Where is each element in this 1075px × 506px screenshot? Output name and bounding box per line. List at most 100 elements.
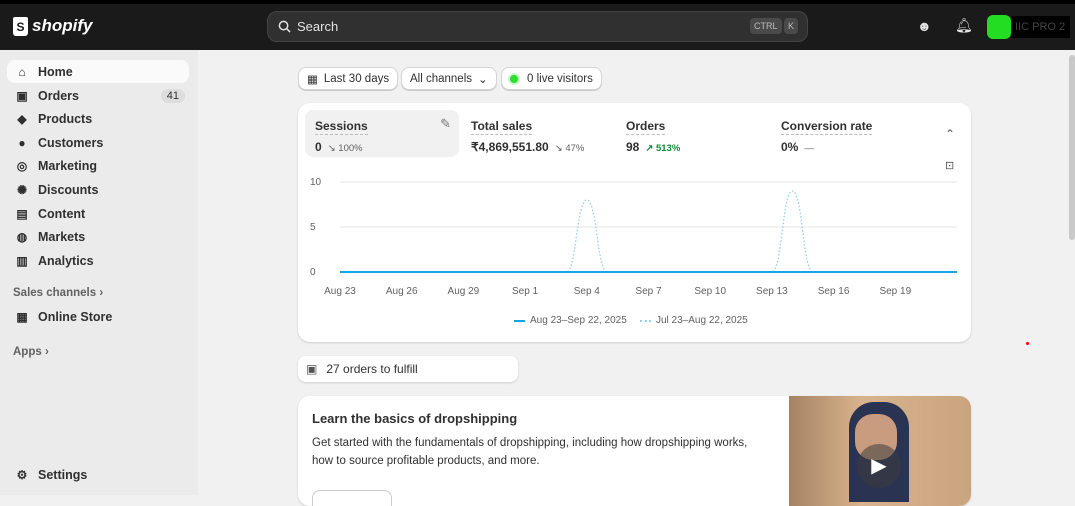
metric-value: 0%: [781, 140, 799, 154]
sidebar-item-home[interactable]: ⌂ Home: [7, 60, 189, 83]
sidebar-item-analytics[interactable]: ▥ Analytics: [7, 249, 189, 272]
person-icon: ●: [18, 135, 26, 150]
gear-icon: ⚙: [16, 467, 28, 482]
sidebar-item-markets[interactable]: ◍ Markets: [7, 225, 189, 248]
nav-label: Marketing: [38, 158, 98, 173]
chevron-up-icon[interactable]: ⌃: [945, 127, 956, 141]
delta-text: 513%: [655, 143, 681, 154]
live-visitors-button[interactable]: 0 live visitors: [501, 67, 602, 90]
shortcut-ctrl: CTRL: [750, 18, 782, 34]
sidebar-item-marketing[interactable]: ◎ Marketing: [7, 154, 189, 177]
bell-icon[interactable]: 🔔︎: [955, 17, 973, 33]
metric-title: Orders: [626, 119, 666, 135]
orders-to-fulfill-button[interactable]: ▣ 27 orders to fulfill: [298, 356, 518, 382]
nav-label: Content: [38, 206, 86, 221]
video-thumbnail[interactable]: ▶: [789, 396, 971, 506]
scrollbar[interactable]: [1069, 55, 1075, 240]
bar-chart-icon: ▥: [16, 253, 28, 268]
shopify-bag-icon: S: [13, 16, 28, 36]
legend-dotted-swatch: [640, 319, 651, 322]
metric-value: 0: [315, 140, 322, 154]
analytics-card: Sessions ✎ 0 ↘ 100% Total sales ₹4,869,551.8…: [298, 103, 971, 342]
sidebar-item-discounts[interactable]: ✺ Discounts: [7, 178, 189, 201]
date-range-label: Last 30 days: [323, 72, 390, 85]
search-input[interactable]: Search CTRL K: [267, 11, 808, 42]
y-tick-label: 5: [310, 222, 316, 233]
brand-name: shopify: [32, 16, 93, 35]
sidebar-item-products[interactable]: ◆ Products: [7, 107, 189, 130]
x-tick-label: Sep 7: [635, 286, 662, 297]
sidebar-item-content[interactable]: ▤ Content: [7, 202, 189, 225]
play-button[interactable]: ▶: [857, 444, 901, 488]
sidebar-item-orders[interactable]: ▣ Orders 41: [7, 84, 189, 107]
shortcut-k: K: [784, 18, 799, 34]
channels-dropdown[interactable]: All channels ⌄: [401, 67, 497, 90]
search-icon: [278, 20, 291, 33]
nav-label: Customers: [38, 135, 104, 150]
chart-settings-icon[interactable]: ⊡: [945, 160, 955, 172]
inbox-icon: ▣: [16, 88, 28, 103]
metric-delta: ↘ 47%: [554, 143, 585, 154]
sales-channels-heading[interactable]: Sales channels ›: [13, 287, 103, 299]
sidebar-item-online-store[interactable]: ▦ Online Store: [7, 305, 189, 328]
delta-text: 100%: [338, 143, 363, 154]
red-dot: [1026, 342, 1029, 345]
avatar[interactable]: [987, 15, 1011, 39]
chevron-right-icon: ›: [99, 287, 104, 299]
chevron-right-icon: ›: [44, 346, 49, 358]
legend-current: Aug 23–Sep 22, 2025: [514, 315, 627, 326]
legend-label: Jul 23–Aug 22, 2025: [656, 315, 748, 326]
metric-delta: ↗ 513%: [645, 143, 681, 154]
x-tick-label: Aug 26: [386, 286, 418, 297]
card-action-button[interactable]: [312, 490, 392, 506]
x-tick-label: Sep 1: [512, 286, 539, 297]
metric-value: 98: [626, 140, 640, 154]
inbox-icon: ▣: [306, 362, 318, 376]
sidebar-item-settings[interactable]: ⚙ Settings: [7, 463, 189, 486]
tag-icon: ◆: [17, 111, 27, 126]
legend-previous: Jul 23–Aug 22, 2025: [640, 315, 748, 326]
apps-heading[interactable]: Apps ›: [13, 346, 49, 358]
metric-title: Total sales: [471, 119, 533, 135]
store-name[interactable]: IIC PRO 2: [1011, 16, 1070, 38]
sidebar-item-customers[interactable]: ● Customers: [7, 131, 189, 154]
chevron-down-icon: ⌄: [478, 73, 488, 86]
metric-delta: —: [804, 143, 814, 154]
pencil-icon[interactable]: ✎: [440, 116, 451, 131]
channels-label: All channels: [410, 72, 473, 85]
metric-title: Sessions: [315, 119, 368, 135]
x-tick-label: Sep 4: [574, 286, 601, 297]
metric-sessions[interactable]: Sessions ✎ 0 ↘ 100%: [305, 110, 459, 157]
legend-solid-swatch: [514, 319, 525, 322]
delta-text: 47%: [565, 143, 585, 154]
nav-label: Settings: [38, 467, 88, 482]
calendar-icon: ▦: [307, 73, 318, 86]
search-placeholder: Search: [297, 19, 339, 34]
x-tick-label: Sep 16: [818, 286, 850, 297]
orders-count-badge: 41: [160, 88, 185, 103]
sales-channels-label: Sales channels: [13, 287, 97, 299]
live-dot-icon: [510, 74, 518, 83]
content-icon: ▤: [16, 206, 28, 221]
legend-label: Aug 23–Sep 22, 2025: [530, 315, 627, 326]
metric-conversion-rate[interactable]: Conversion rate 0% —: [771, 110, 921, 157]
nav-label: Products: [38, 111, 93, 126]
nav-label: Discounts: [38, 182, 99, 197]
home-icon: ⌂: [18, 64, 26, 79]
orders-to-fulfill-label: 27 orders to fulfill: [326, 362, 418, 376]
nav-label: Online Store: [38, 309, 113, 324]
sidekick-icon[interactable]: ☻: [917, 18, 932, 34]
nav-label: Markets: [38, 229, 86, 244]
metric-title: Conversion rate: [781, 119, 873, 135]
nav-label: Analytics: [38, 253, 94, 268]
date-range-button[interactable]: ▦ Last 30 days: [298, 67, 399, 90]
nav-label: Orders: [38, 88, 79, 103]
discount-icon: ✺: [16, 182, 28, 197]
target-icon: ◎: [16, 158, 28, 173]
metric-orders[interactable]: Orders 98 ↗ 513%: [616, 110, 766, 157]
metric-total-sales[interactable]: Total sales ₹4,869,551.80 ↘ 47%: [461, 110, 611, 157]
x-tick-label: Aug 29: [448, 286, 480, 297]
card-title: Learn the basics of dropshipping: [312, 411, 518, 426]
